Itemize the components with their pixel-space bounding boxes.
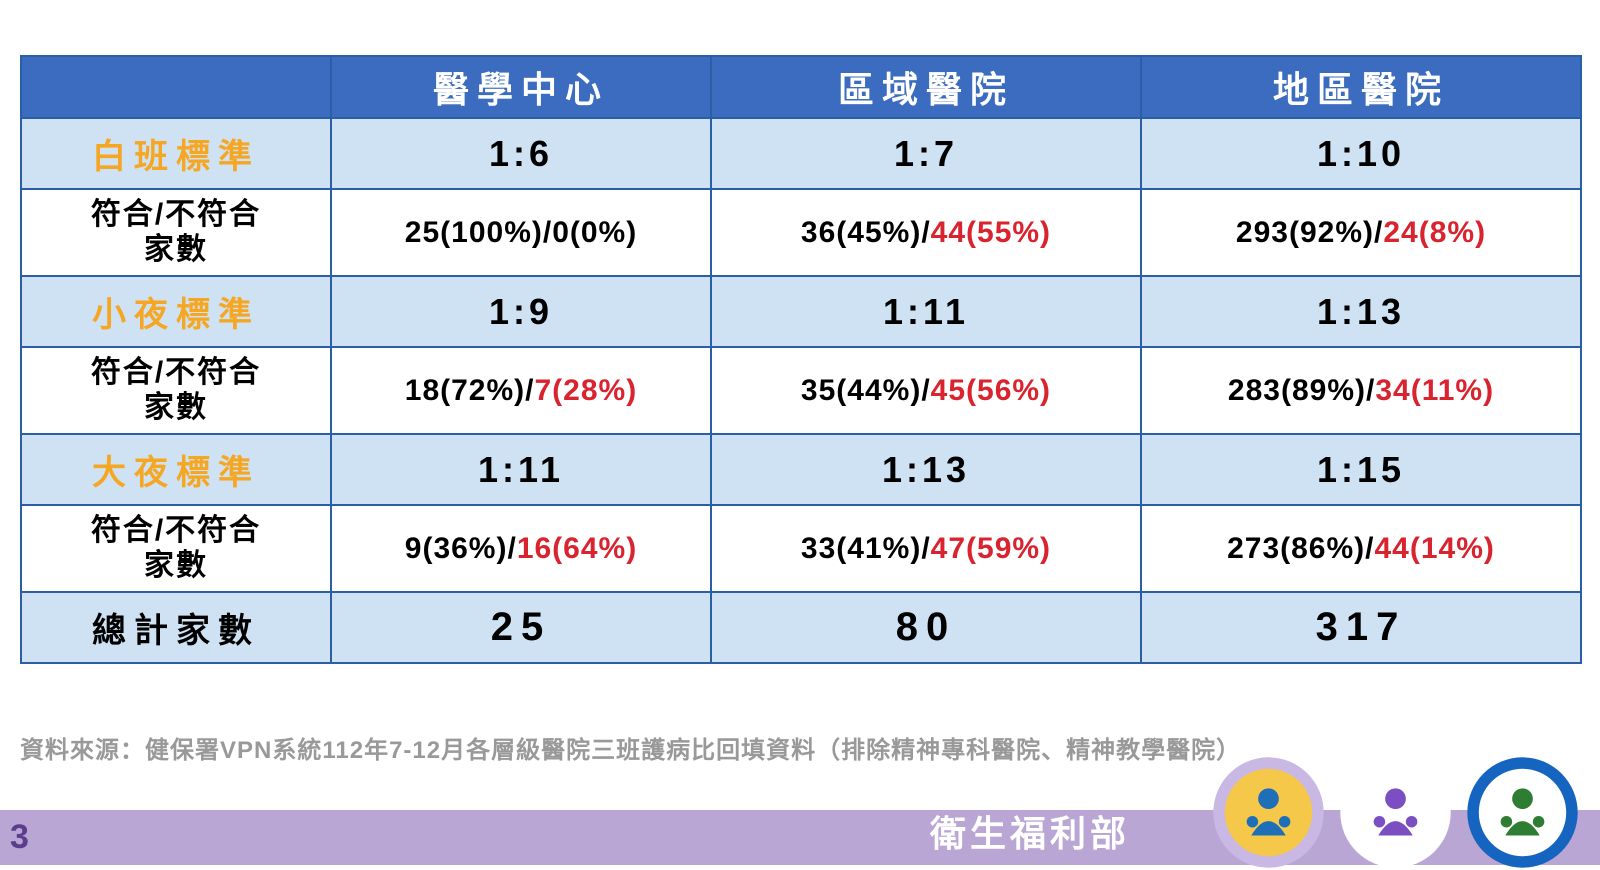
- compliant-value: 283(89%)/: [1228, 374, 1375, 407]
- table-cell: 80: [711, 592, 1141, 663]
- table-row: 符合/不符合家數18(72%)/7(28%)35(44%)/45(56%)283…: [21, 347, 1581, 434]
- compliant-value: 293(92%)/: [1236, 216, 1383, 249]
- table-cell: 1:13: [711, 434, 1141, 505]
- row-label-compliance: 符合/不符合家數: [21, 189, 331, 276]
- header-col-1: 區域醫院: [711, 56, 1141, 118]
- table-cell: 1:7: [711, 118, 1141, 189]
- row-label-standard: 小夜標準: [21, 276, 331, 347]
- table-cell: 9(36%)/16(64%): [331, 505, 711, 592]
- table-cell: 273(86%)/44(14%): [1141, 505, 1581, 592]
- table-cell: 1:10: [1141, 118, 1581, 189]
- noncompliant-value: 44(55%): [931, 216, 1051, 249]
- noncompliant-value: 24(8%): [1383, 216, 1486, 249]
- compliant-value: 36(45%)/: [801, 216, 931, 249]
- table-row: 白班標準1:61:71:10: [21, 118, 1581, 189]
- nursing-logo-icon: [1338, 755, 1453, 870]
- compliant-value: 273(86%)/: [1227, 532, 1374, 565]
- page-number: 3: [10, 818, 29, 857]
- row-label-compliance: 符合/不符合家數: [21, 505, 331, 592]
- noncompliant-value: 16(64%): [517, 532, 637, 565]
- table-cell: 1:11: [711, 276, 1141, 347]
- header-blank: [21, 56, 331, 118]
- table-row: 總計家數2580317: [21, 592, 1581, 663]
- table-cell: 35(44%)/45(56%): [711, 347, 1141, 434]
- table-cell: 25: [331, 592, 711, 663]
- table-cell: 1:6: [331, 118, 711, 189]
- slide-page: 醫學中心 區域醫院 地區醫院 白班標準1:61:71:10符合/不符合家數25(…: [0, 0, 1600, 865]
- row-label-total: 總計家數: [21, 592, 331, 663]
- header-col-0: 醫學中心: [331, 56, 711, 118]
- source-note: 資料來源：健保署VPN系統112年7-12月各層級醫院三班護病比回填資料（排除精…: [20, 730, 1241, 765]
- table-header-row: 醫學中心 區域醫院 地區醫院: [21, 56, 1581, 118]
- table-row: 符合/不符合家數25(100%)/0(0%)36(45%)/44(55%)293…: [21, 189, 1581, 276]
- compliant-value: 25(100%)/0(0%): [405, 216, 637, 249]
- noncompliant-value: 34(11%): [1375, 374, 1494, 407]
- table-row: 小夜標準1:91:111:13: [21, 276, 1581, 347]
- footer-logos: [1211, 755, 1580, 870]
- noncompliant-value: 7(28%): [535, 374, 638, 407]
- footer-org-title: 衛生福利部: [930, 805, 1130, 857]
- table-cell: 36(45%)/44(55%): [711, 189, 1141, 276]
- nhi-logo-icon: [1465, 755, 1580, 870]
- nurse-ratio-table-wrap: 醫學中心 區域醫院 地區醫院 白班標準1:61:71:10符合/不符合家數25(…: [20, 55, 1580, 664]
- row-label-standard: 大夜標準: [21, 434, 331, 505]
- compliant-value: 35(44%)/: [801, 374, 931, 407]
- noncompliant-value: 45(56%): [931, 374, 1051, 407]
- table-cell: 1:13: [1141, 276, 1581, 347]
- nurse-ratio-table: 醫學中心 區域醫院 地區醫院 白班標準1:61:71:10符合/不符合家數25(…: [20, 55, 1582, 664]
- compliant-value: 9(36%)/: [405, 532, 517, 565]
- table-cell: 33(41%)/47(59%): [711, 505, 1141, 592]
- noncompliant-value: 47(59%): [931, 532, 1051, 565]
- table-cell: 293(92%)/24(8%): [1141, 189, 1581, 276]
- compliant-value: 33(41%)/: [801, 532, 931, 565]
- table-cell: 18(72%)/7(28%): [331, 347, 711, 434]
- table-body: 白班標準1:61:71:10符合/不符合家數25(100%)/0(0%)36(4…: [21, 118, 1581, 663]
- table-cell: 1:15: [1141, 434, 1581, 505]
- table-cell: 1:11: [331, 434, 711, 505]
- table-cell: 283(89%)/34(11%): [1141, 347, 1581, 434]
- header-col-2: 地區醫院: [1141, 56, 1581, 118]
- table-cell: 317: [1141, 592, 1581, 663]
- table-row: 大夜標準1:111:131:15: [21, 434, 1581, 505]
- table-cell: 25(100%)/0(0%): [331, 189, 711, 276]
- mohw-logo-icon: [1211, 755, 1326, 870]
- compliant-value: 18(72%)/: [405, 374, 535, 407]
- table-row: 符合/不符合家數9(36%)/16(64%)33(41%)/47(59%)273…: [21, 505, 1581, 592]
- noncompliant-value: 44(14%): [1375, 532, 1495, 565]
- table-cell: 1:9: [331, 276, 711, 347]
- row-label-compliance: 符合/不符合家數: [21, 347, 331, 434]
- row-label-standard: 白班標準: [21, 118, 331, 189]
